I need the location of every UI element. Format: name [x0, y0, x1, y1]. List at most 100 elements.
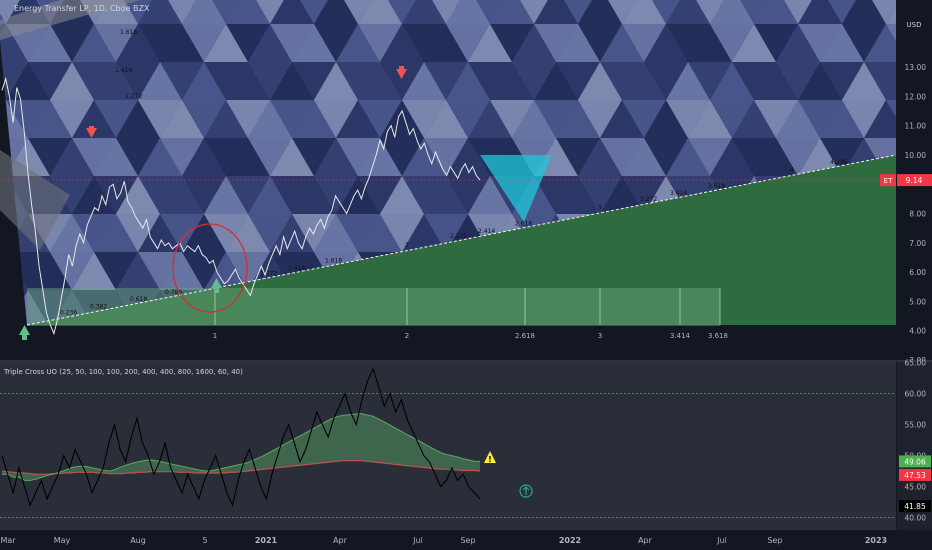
lattice-cell — [72, 138, 116, 176]
bottom-label: 3.618 — [708, 332, 728, 340]
lattice-cell — [490, 24, 534, 62]
symbol-badge-text: ET — [884, 177, 893, 185]
lattice-cell — [446, 176, 490, 214]
turn-label: 1.272 — [125, 93, 142, 100]
fast-line — [2, 412, 481, 481]
turn-label: 0.618 — [130, 296, 147, 303]
lattice-cell — [204, 62, 248, 100]
oscillator-pane — [0, 362, 896, 530]
lattice-cell — [754, 24, 798, 62]
lattice-cell — [798, 100, 842, 138]
lattice-cell — [248, 214, 292, 252]
lattice-cell — [380, 176, 424, 214]
lattice-cell — [688, 100, 732, 138]
oscillator-title: Triple Cross UO (25, 50, 100, 100, 200, … — [4, 368, 243, 376]
time-tick: 5 — [202, 536, 207, 545]
price-tick: 5.00 — [909, 297, 926, 306]
up-signal-icon — [519, 484, 533, 498]
lattice-cell — [116, 252, 160, 290]
bottom-label: 3.414 — [670, 332, 691, 340]
lattice-cell — [358, 62, 402, 100]
lattice-cell — [314, 0, 358, 24]
lattice-cell — [556, 100, 600, 138]
lattice-cell — [490, 0, 534, 24]
lattice-cell — [820, 24, 864, 62]
lattice-cell — [402, 214, 446, 252]
lattice-cell — [864, 24, 896, 62]
lattice-cell — [6, 100, 50, 138]
lattice-cell — [842, 0, 886, 24]
lattice-cell — [226, 214, 270, 252]
projection-box — [27, 288, 720, 326]
lattice-cell — [160, 138, 204, 176]
lattice-cell — [270, 252, 314, 290]
lattice-cell — [644, 0, 688, 24]
lattice-cell — [402, 138, 446, 176]
price-line — [1, 76, 481, 336]
lattice-cell — [600, 24, 644, 62]
lattice-cell — [314, 100, 358, 138]
lattice-cell — [116, 24, 160, 62]
time-axis — [0, 530, 932, 550]
lattice-cell — [424, 214, 468, 252]
lattice-cell — [226, 252, 270, 290]
lattice-cell — [204, 176, 248, 214]
osc-value-badge — [899, 455, 931, 468]
lattice-cell — [424, 176, 468, 214]
lattice-cell — [314, 138, 358, 176]
lattice-cell — [314, 24, 358, 62]
lattice-cell — [534, 24, 578, 62]
lattice-cell — [116, 62, 160, 100]
time-tick: Sep — [767, 536, 782, 545]
lattice-cell — [292, 0, 336, 24]
lattice-cell — [468, 0, 512, 24]
lattice-cell — [864, 100, 896, 138]
lattice-cell — [776, 0, 820, 24]
turn-label: 1.272 — [260, 270, 277, 277]
lattice-cell — [94, 214, 138, 252]
lattice-cell — [666, 176, 710, 214]
lattice-cell — [314, 214, 358, 252]
lattice-cell — [28, 138, 72, 176]
lattice-cell — [710, 138, 754, 176]
lattice-cell — [622, 176, 666, 214]
lattice-cell — [160, 100, 204, 138]
lattice-cell — [50, 252, 94, 290]
lattice-cell — [424, 0, 468, 24]
lattice-cell — [94, 62, 138, 100]
lattice-cell — [402, 24, 446, 62]
lattice-cell — [446, 62, 490, 100]
lattice-cell — [204, 214, 248, 252]
lattice-cell — [446, 0, 490, 24]
lattice-cell — [226, 62, 270, 100]
lattice-cell — [578, 176, 622, 214]
lattice-cell — [644, 24, 688, 62]
lattice-cell — [468, 176, 512, 214]
lattice-cell — [292, 138, 336, 176]
lattice-cell — [534, 100, 578, 138]
cyan-target-cell — [480, 155, 552, 222]
up-arrow-marker — [19, 325, 30, 335]
lattice-cell — [116, 0, 160, 24]
lattice-cell — [50, 24, 94, 62]
lattice-cell — [820, 62, 864, 100]
lattice-cell — [160, 0, 204, 24]
lattice-cell — [138, 0, 182, 24]
grey-band — [0, 0, 140, 40]
osc-tick: 65.00 — [905, 359, 927, 368]
lattice-cell — [204, 24, 248, 62]
lattice-cell — [116, 138, 160, 176]
lattice-cell — [468, 100, 512, 138]
lattice-cell — [160, 176, 204, 214]
lattice-cell — [72, 62, 116, 100]
lattice-cell — [380, 214, 424, 252]
lattice-cell — [380, 24, 424, 62]
highlight-circle — [172, 223, 248, 313]
time-tick: Apr — [333, 536, 348, 545]
lattice-cell — [270, 214, 314, 252]
turn-label: 2.272 — [450, 233, 467, 240]
lattice-cell — [556, 138, 600, 176]
lattice-cell — [28, 62, 72, 100]
lattice-cell — [512, 62, 556, 100]
